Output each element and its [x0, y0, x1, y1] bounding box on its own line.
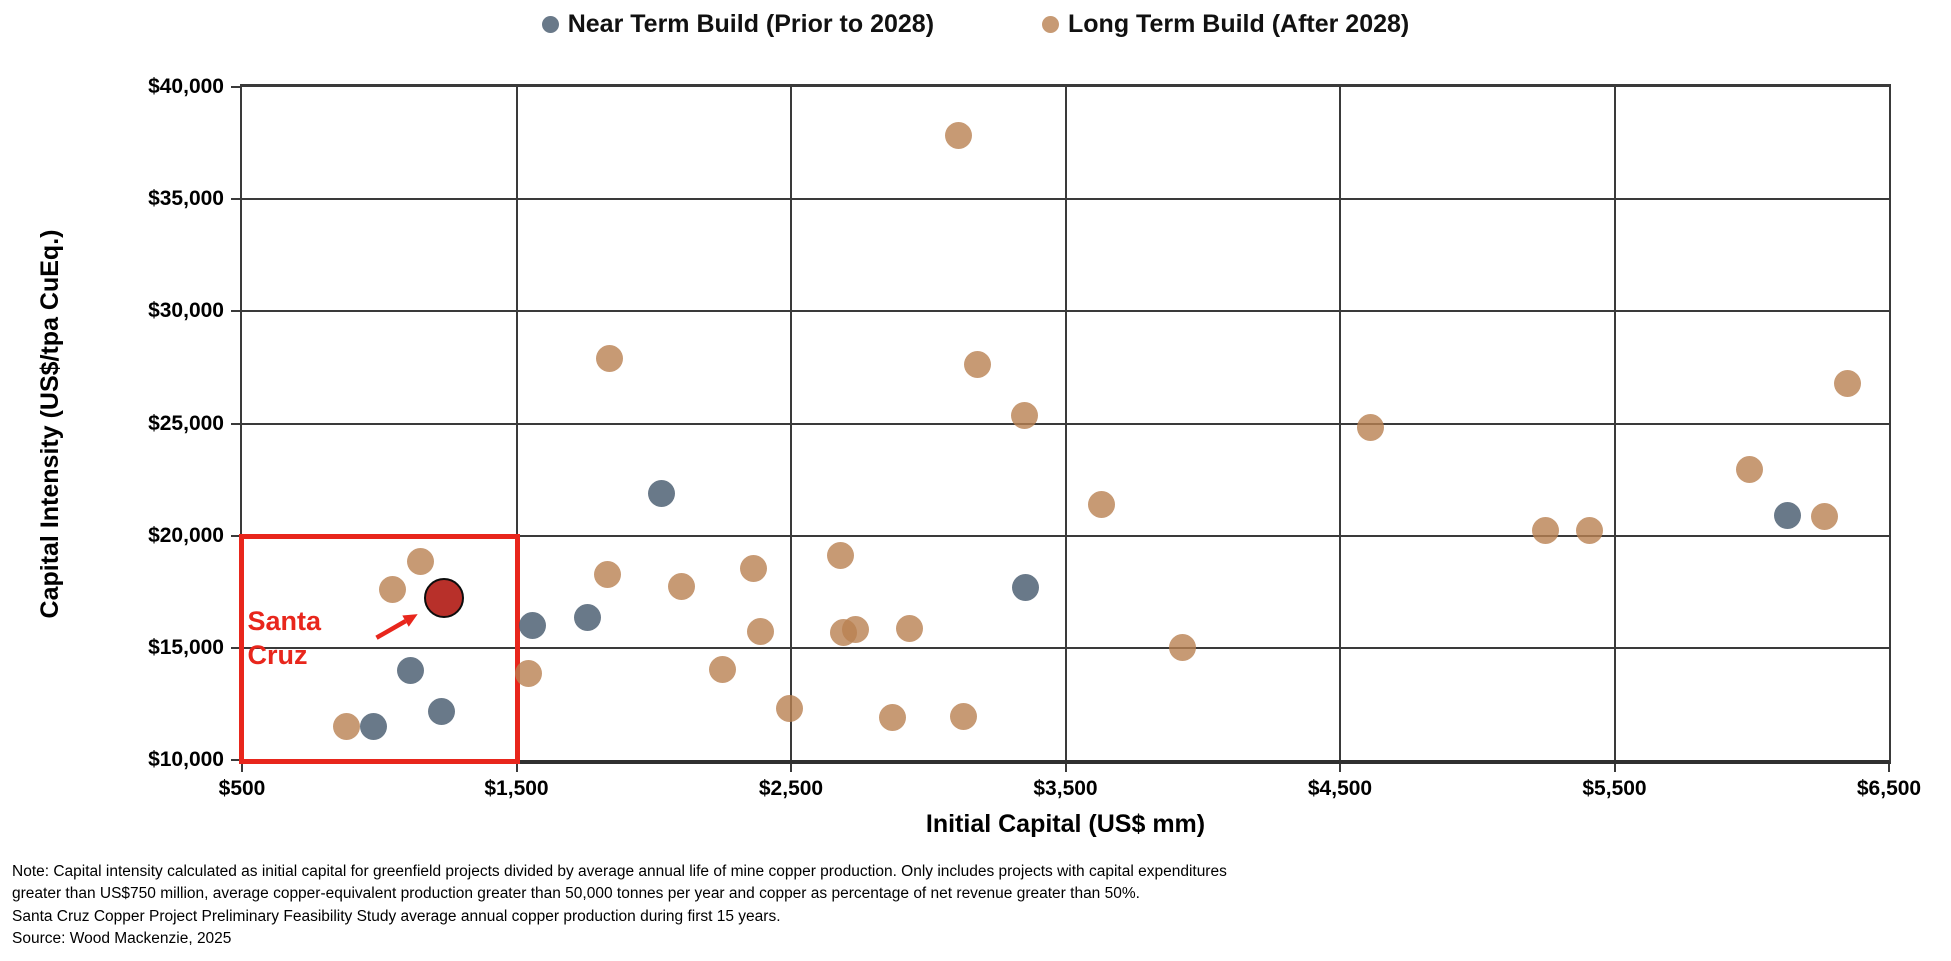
data-point [776, 694, 804, 722]
legend-label-near-term: Near Term Build (Prior to 2028) [567, 10, 935, 38]
santa-cruz-label-line: Santa [247, 606, 322, 637]
data-point [397, 656, 425, 684]
data-point [1576, 516, 1604, 544]
y-tick-label: $40,000 [148, 75, 224, 98]
data-point [593, 561, 621, 589]
y-tick [231, 759, 240, 761]
data-point [360, 712, 388, 740]
data-point [1356, 414, 1384, 442]
y-gridline [242, 198, 1889, 201]
data-point [1010, 402, 1038, 430]
long-term-legend-dot-icon [1042, 16, 1060, 33]
x-tick [241, 764, 243, 772]
y-tick [231, 310, 240, 313]
plot-area: Santa Cruz [239, 84, 1891, 764]
legend-label-long-term: Long Term Build (After 2028) [1068, 10, 1410, 38]
data-point [1834, 369, 1862, 397]
data-point [944, 121, 972, 149]
santa-cruz-point [423, 578, 464, 619]
footnote-line: Santa Cruz Copper Project Preliminary Fe… [12, 907, 781, 925]
santa-cruz-label-line: Cruz [247, 640, 308, 671]
data-point [842, 616, 869, 644]
data-point [667, 572, 695, 600]
data-point [747, 617, 775, 645]
y-tick-label: $35,000 [148, 187, 224, 211]
footnote-line: Source: Wood Mackenzie, 2025 [12, 930, 232, 948]
near-term-legend-dot-icon [541, 16, 559, 33]
data-point [1168, 634, 1196, 662]
y-tick [231, 86, 240, 88]
x-tick [790, 764, 792, 772]
x-tick [1888, 764, 1890, 772]
santa-cruz-label: Santa Cruz [247, 604, 321, 672]
data-point [1012, 573, 1040, 601]
x-tick-label: $2,500 [758, 777, 824, 800]
x-tick-label: $3,500 [1033, 777, 1098, 800]
data-point [708, 655, 736, 683]
data-point [950, 702, 978, 730]
data-point [574, 604, 602, 632]
x-tick-label: $4,500 [1307, 777, 1373, 800]
y-tick-label: $25,000 [148, 411, 224, 435]
chart-legend: Near Term Build (Prior to 2028) Long Ter… [0, 10, 1951, 39]
x-tick [1339, 764, 1341, 772]
y-tick [231, 198, 240, 201]
x-tick [1064, 764, 1067, 772]
data-point [740, 554, 768, 582]
data-point [1532, 516, 1560, 544]
data-point [406, 547, 434, 575]
data-point [596, 344, 624, 372]
footnote-line: Note: Capital intensity calculated as in… [12, 863, 1227, 880]
x-tick [1613, 764, 1616, 772]
x-tick-label: $5,500 [1582, 777, 1647, 800]
data-point [519, 611, 547, 639]
y-tick [231, 422, 240, 425]
data-point [826, 542, 854, 570]
legend-item-long-term: Long Term Build (After 2028) [1042, 10, 1409, 39]
data-point [648, 479, 676, 507]
x-tick-label: $6,500 [1856, 777, 1922, 800]
data-point [427, 698, 455, 726]
highlight-box [239, 533, 520, 764]
x-tick [515, 764, 518, 772]
y-tick-label: $10,000 [148, 748, 224, 771]
footnote-line: greater than US$750 million, average cop… [12, 885, 1140, 903]
y-gridline [242, 310, 1889, 313]
data-point [515, 660, 543, 688]
y-gridline [242, 534, 1889, 537]
y-tick-label: $20,000 [148, 523, 224, 547]
y-gridline [242, 646, 1889, 649]
data-point [379, 576, 407, 603]
y-tick-label: $15,000 [148, 635, 224, 659]
footnotes: Note: Capital intensity calculated as in… [12, 861, 1227, 951]
data-point [1810, 503, 1838, 531]
data-point [1773, 501, 1801, 529]
data-point [895, 615, 923, 643]
data-point [1087, 490, 1115, 518]
y-tick [231, 534, 240, 537]
data-point [1735, 455, 1763, 483]
legend-item-near-term: Near Term Build (Prior to 2028) [541, 10, 935, 39]
data-point [964, 350, 992, 378]
data-point [879, 703, 907, 731]
x-tick-label: $500 [218, 777, 266, 800]
data-point [332, 712, 360, 740]
y-tick-label: $30,000 [148, 299, 224, 323]
x-axis-title: Initial Capital (US$ mm) [925, 810, 1206, 838]
y-gridline [242, 422, 1889, 425]
x-tick-label: $1,500 [484, 777, 549, 800]
y-tick [231, 646, 240, 649]
